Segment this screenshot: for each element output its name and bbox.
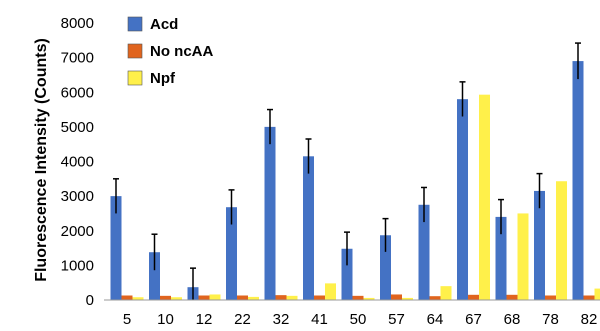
bar-acd-82 bbox=[572, 61, 584, 301]
legend-swatch bbox=[127, 70, 143, 86]
bar-no-ncaa-22 bbox=[237, 295, 248, 300]
x-tick-label: 50 bbox=[350, 311, 367, 328]
bar-no-ncaa-41 bbox=[314, 295, 325, 300]
bar-acd-78 bbox=[534, 190, 545, 300]
bar-npf-12 bbox=[209, 294, 221, 300]
bar-acd-22 bbox=[226, 207, 237, 300]
bar-acd-32 bbox=[264, 126, 276, 300]
y-tick-label: 0 bbox=[86, 292, 94, 309]
y-tick-label: 7000 bbox=[61, 50, 94, 67]
bar-no-ncaa-67 bbox=[468, 294, 479, 300]
x-tick-label: 68 bbox=[504, 311, 521, 328]
bar-npf-57 bbox=[402, 297, 413, 300]
bar-npf-67 bbox=[479, 94, 490, 300]
y-tick-label: 2000 bbox=[61, 223, 94, 240]
y-tick-label: 1000 bbox=[61, 257, 94, 274]
bar-no-ncaa-32 bbox=[275, 295, 287, 300]
x-tick-label: 12 bbox=[196, 311, 213, 328]
x-tick-label: 57 bbox=[388, 311, 405, 328]
bar-no-ncaa-64 bbox=[429, 296, 441, 300]
bar-npf-32 bbox=[286, 295, 298, 300]
bar-npf-64 bbox=[440, 286, 452, 300]
x-tick-label: 22 bbox=[234, 311, 251, 328]
y-tick-label: 3000 bbox=[61, 188, 94, 205]
bar-npf-78 bbox=[556, 181, 567, 300]
bar-no-ncaa-10 bbox=[160, 295, 171, 300]
y-tick-label: 5000 bbox=[61, 119, 94, 136]
bar-no-ncaa-82 bbox=[583, 295, 595, 300]
legend: Acd No ncAA Npf bbox=[127, 16, 214, 87]
bar-no-ncaa-12 bbox=[198, 295, 210, 300]
bar-no-ncaa-78 bbox=[545, 295, 556, 300]
x-tick-label: 5 bbox=[123, 311, 131, 328]
bar-acd-50 bbox=[341, 248, 353, 300]
bar-acd-67 bbox=[457, 99, 468, 300]
bar-acd-5 bbox=[110, 196, 122, 300]
x-tick-label: 78 bbox=[542, 311, 559, 328]
legend-label: No ncAA bbox=[150, 43, 214, 60]
y-axis-label: Fluorescence Intensity (Counts) bbox=[33, 38, 50, 282]
legend-swatch bbox=[127, 43, 143, 59]
error-bars bbox=[113, 42, 581, 300]
x-tick-label: 41 bbox=[311, 311, 328, 328]
y-tick-label: 8000 bbox=[61, 15, 94, 32]
legend-label: Npf bbox=[150, 70, 176, 87]
x-tick-label: 10 bbox=[157, 311, 174, 328]
x-tick-label: 32 bbox=[273, 311, 290, 328]
y-tick-label: 4000 bbox=[61, 154, 94, 171]
y-tick-label: 6000 bbox=[61, 84, 94, 101]
bar-acd-68 bbox=[495, 216, 507, 300]
x-tick-label: 64 bbox=[427, 311, 444, 328]
bar-npf-10 bbox=[171, 297, 182, 300]
bar-no-ncaa-5 bbox=[121, 295, 133, 300]
bar-npf-5 bbox=[132, 297, 144, 300]
y-ticks: 0 1000 2000 3000 4000 5000 6000 7000 8000 bbox=[61, 15, 94, 309]
bars bbox=[110, 61, 600, 301]
bar-npf-22 bbox=[248, 296, 259, 300]
x-tick-label: 67 bbox=[465, 311, 482, 328]
bar-npf-41 bbox=[325, 283, 336, 300]
legend-swatch bbox=[127, 16, 143, 32]
x-ticks: 5 10 12 22 32 41 50 57 64 67 68 78 82 bbox=[123, 311, 598, 328]
bar-npf-82 bbox=[594, 288, 600, 300]
bar-no-ncaa-57 bbox=[391, 294, 402, 300]
bar-no-ncaa-50 bbox=[352, 295, 364, 300]
bar-acd-10 bbox=[149, 252, 160, 300]
x-tick-label: 82 bbox=[581, 311, 598, 328]
bar-acd-57 bbox=[380, 235, 391, 300]
bar-npf-50 bbox=[363, 297, 375, 300]
bar-npf-68 bbox=[517, 213, 529, 300]
bar-no-ncaa-68 bbox=[506, 294, 518, 300]
bar-acd-41 bbox=[303, 156, 314, 300]
legend-label: Acd bbox=[150, 16, 178, 33]
bar-acd-64 bbox=[418, 204, 430, 300]
